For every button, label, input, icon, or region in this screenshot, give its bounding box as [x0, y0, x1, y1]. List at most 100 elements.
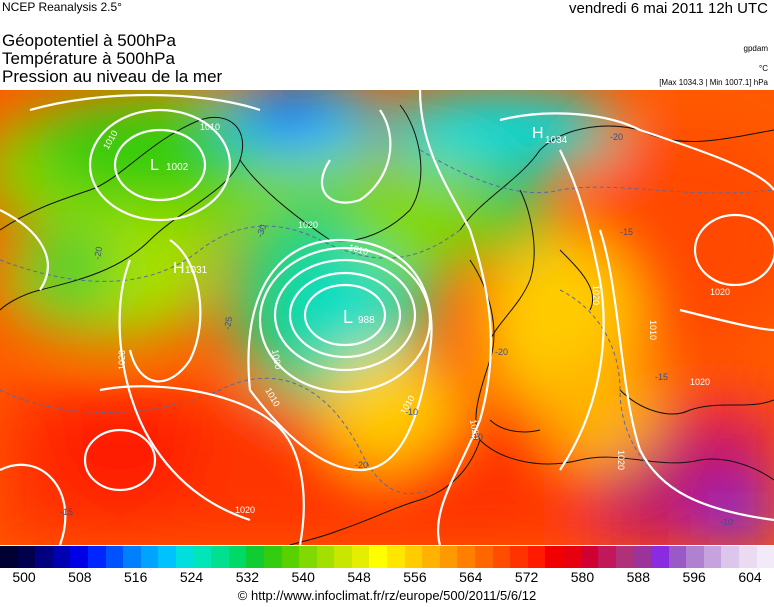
scale-tick-label: 548 — [347, 569, 371, 585]
isobar-label: 1010 — [648, 320, 658, 340]
temp-label: -15 — [620, 227, 633, 237]
scale-swatch — [105, 546, 124, 568]
scale-swatch — [70, 546, 88, 568]
scale-swatch — [721, 546, 739, 568]
isobar-label: 1020 — [710, 287, 730, 297]
title-temperature: Température à 500hPa — [2, 49, 175, 68]
center-l2-letter: L — [343, 307, 353, 327]
scale-swatch — [211, 546, 229, 568]
scale-swatch — [545, 546, 563, 568]
scale-swatch — [686, 546, 704, 568]
center-h1-value: 1031 — [185, 265, 208, 276]
scale-swatch — [246, 546, 264, 568]
isobar-label: 1010 — [200, 122, 220, 132]
scale-swatch — [193, 546, 212, 568]
scale-swatch — [510, 546, 528, 568]
scale-tick-label: 516 — [124, 569, 148, 585]
scale-swatch — [703, 546, 722, 568]
scale-swatch — [668, 546, 687, 568]
temp-label: -10 — [720, 517, 733, 527]
weather-map: L 1002 H 1031 L 988 H 1034 1010 1020 101… — [0, 90, 774, 545]
temp-label: -20 — [610, 132, 623, 142]
center-h2-value: 1034 — [545, 135, 568, 146]
center-l1-letter: L — [150, 157, 159, 174]
temp-label: -25 — [222, 316, 234, 331]
isobar-label: 1020 — [616, 450, 626, 470]
scale-tick-label: 508 — [68, 569, 92, 585]
unit-gpdam: gpdam — [743, 44, 768, 53]
scale-swatch — [316, 546, 335, 568]
scale-swatch — [140, 546, 159, 568]
temp-label: -15 — [60, 507, 73, 517]
datetime-label: vendredi 6 mai 2011 12h UTC — [569, 0, 768, 17]
center-h1-letter: H — [173, 260, 185, 277]
scale-swatch — [334, 546, 352, 568]
color-field — [0, 90, 774, 545]
scale-swatch — [299, 546, 317, 568]
center-l1-value: 1002 — [166, 162, 189, 173]
unit-pressure-range: [Max 1034.3 | Min 1007.1] hPa — [659, 78, 768, 87]
scale-swatch — [580, 546, 599, 568]
scale-swatch — [175, 546, 194, 568]
scale-tick-label: 532 — [235, 569, 260, 585]
scale-tick-label: 604 — [738, 569, 762, 585]
scale-swatch — [123, 546, 141, 568]
coastlines — [0, 104, 774, 545]
temp-label: -20 — [495, 347, 508, 357]
center-h2-letter: H — [532, 125, 544, 142]
scale-swatch — [615, 546, 634, 568]
scale-tick-label: 524 — [179, 569, 204, 585]
scale-swatch — [369, 546, 388, 568]
color-scale — [0, 546, 774, 568]
temp-label: -10 — [405, 407, 418, 417]
scale-swatch — [0, 546, 18, 568]
scale-swatch — [351, 546, 370, 568]
scale-swatch — [738, 546, 757, 568]
scale-swatch — [650, 546, 669, 568]
scale-tick-label: 580 — [570, 569, 595, 585]
scale-swatch — [756, 546, 774, 568]
scale-swatch — [228, 546, 247, 568]
isobars — [0, 90, 774, 545]
title-pressure: Pression au niveau de la mer — [2, 67, 223, 86]
scale-tick-label: 572 — [514, 569, 539, 585]
isobar-label: 1020 — [298, 220, 318, 230]
temp-label: -10 — [470, 432, 483, 442]
scale-tick-label: 500 — [12, 569, 36, 585]
temp-label: -20 — [92, 246, 104, 261]
scale-swatch — [475, 546, 493, 568]
isobar-label: 1020 — [468, 419, 481, 440]
scale-swatch — [158, 546, 176, 568]
source-label: NCEP Reanalysis 2.5° — [2, 0, 122, 14]
scale-swatch — [263, 546, 282, 568]
scale-swatch — [633, 546, 651, 568]
title-geopotential: Géopotentiel à 500hPa — [2, 31, 176, 50]
center-l2-value: 988 — [358, 315, 375, 326]
temp-label: -15 — [655, 372, 668, 382]
scale-swatch — [527, 546, 546, 568]
scale-swatch — [439, 546, 458, 568]
isobar-label: 1000 — [270, 349, 283, 370]
temp-label: -20 — [355, 460, 368, 470]
scale-swatch — [35, 546, 53, 568]
scale-tick-label: 564 — [459, 569, 483, 585]
scale-swatch — [492, 546, 511, 568]
isobar-label: 1020 — [591, 285, 601, 305]
scale-swatch — [563, 546, 581, 568]
scale-tick-label: 540 — [291, 569, 315, 585]
scale-swatch — [598, 546, 616, 568]
scale-tick-label: 556 — [403, 569, 427, 585]
scale-swatch — [387, 546, 405, 568]
unit-celsius: °C — [759, 64, 768, 73]
pressure-centers: L 1002 H 1031 L 988 H 1034 — [150, 125, 568, 327]
scale-swatch — [404, 546, 423, 568]
scale-swatch — [457, 546, 476, 568]
isobar-label: 1020 — [117, 350, 127, 370]
scale-swatch — [281, 546, 300, 568]
scale-swatch — [52, 546, 71, 568]
credit-url[interactable]: © http://www.infoclimat.fr/rz/europe/500… — [237, 588, 537, 603]
temperature-labels: -30 -20 -25 -20 -15 -10 -20 -15 -20 -15 … — [60, 132, 733, 527]
scale-swatch — [87, 546, 106, 568]
scale-swatch — [17, 546, 36, 568]
scale-swatch — [422, 546, 440, 568]
